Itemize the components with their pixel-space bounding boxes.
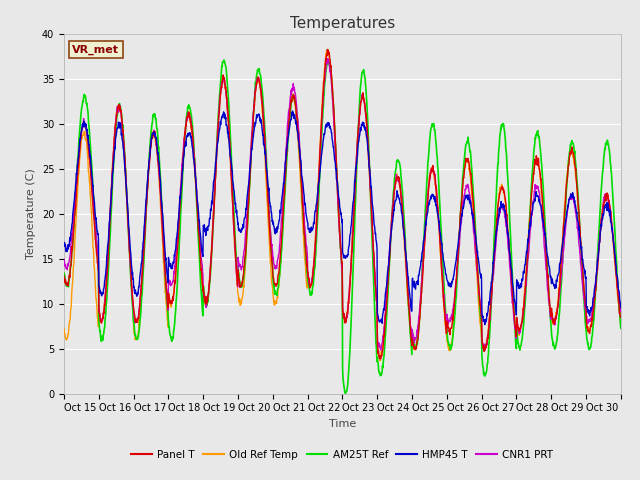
- CNR1 PRT: [60, 256, 68, 262]
- Old Ref Temp: [323, 47, 331, 53]
- Panel T: [147, 144, 155, 150]
- Old Ref Temp: [147, 142, 155, 147]
- CNR1 PRT: [147, 140, 155, 145]
- AM25T Ref: [317, 133, 325, 139]
- CNR1 PRT: [317, 128, 325, 133]
- Panel T: [556, 282, 564, 288]
- X-axis label: Time: Time: [329, 419, 356, 429]
- HMP45 T: [556, 261, 564, 266]
- CNR1 PRT: [556, 288, 564, 293]
- AM25T Ref: [328, 86, 336, 92]
- Text: VR_met: VR_met: [72, 44, 119, 55]
- AM25T Ref: [147, 128, 155, 134]
- HMP45 T: [611, 245, 618, 251]
- HMP45 T: [317, 152, 325, 157]
- AM25T Ref: [342, 391, 349, 396]
- HMP45 T: [328, 136, 336, 142]
- AM25T Ref: [611, 219, 618, 225]
- Panel T: [617, 314, 625, 320]
- Y-axis label: Temperature (C): Temperature (C): [26, 168, 36, 259]
- Line: Old Ref Temp: Old Ref Temp: [64, 50, 621, 361]
- HMP45 T: [481, 322, 488, 327]
- AM25T Ref: [220, 57, 228, 63]
- Old Ref Temp: [556, 272, 564, 277]
- Old Ref Temp: [60, 325, 68, 331]
- Panel T: [317, 126, 325, 132]
- Line: HMP45 T: HMP45 T: [64, 111, 621, 324]
- Legend: Panel T, Old Ref Temp, AM25T Ref, HMP45 T, CNR1 PRT: Panel T, Old Ref Temp, AM25T Ref, HMP45 …: [127, 445, 557, 464]
- Title: Temperatures: Temperatures: [290, 16, 395, 31]
- Panel T: [323, 47, 331, 52]
- CNR1 PRT: [617, 309, 625, 314]
- Panel T: [474, 276, 482, 282]
- HMP45 T: [289, 108, 296, 114]
- CNR1 PRT: [324, 56, 332, 62]
- CNR1 PRT: [611, 246, 618, 252]
- Panel T: [377, 356, 385, 362]
- Old Ref Temp: [317, 120, 325, 126]
- AM25T Ref: [556, 303, 564, 309]
- Old Ref Temp: [328, 88, 336, 94]
- HMP45 T: [60, 240, 68, 245]
- Old Ref Temp: [376, 358, 384, 364]
- CNR1 PRT: [481, 348, 488, 353]
- Line: CNR1 PRT: CNR1 PRT: [64, 59, 621, 350]
- CNR1 PRT: [328, 87, 336, 93]
- Old Ref Temp: [474, 296, 482, 302]
- Old Ref Temp: [611, 252, 618, 258]
- Line: Panel T: Panel T: [64, 49, 621, 359]
- HMP45 T: [474, 255, 482, 261]
- Line: AM25T Ref: AM25T Ref: [64, 60, 621, 394]
- Panel T: [328, 82, 336, 87]
- CNR1 PRT: [474, 275, 482, 280]
- AM25T Ref: [60, 270, 68, 276]
- AM25T Ref: [617, 325, 625, 331]
- HMP45 T: [617, 305, 625, 311]
- Panel T: [60, 273, 68, 279]
- AM25T Ref: [474, 274, 482, 280]
- Old Ref Temp: [617, 319, 625, 324]
- HMP45 T: [147, 138, 155, 144]
- Panel T: [611, 250, 618, 255]
